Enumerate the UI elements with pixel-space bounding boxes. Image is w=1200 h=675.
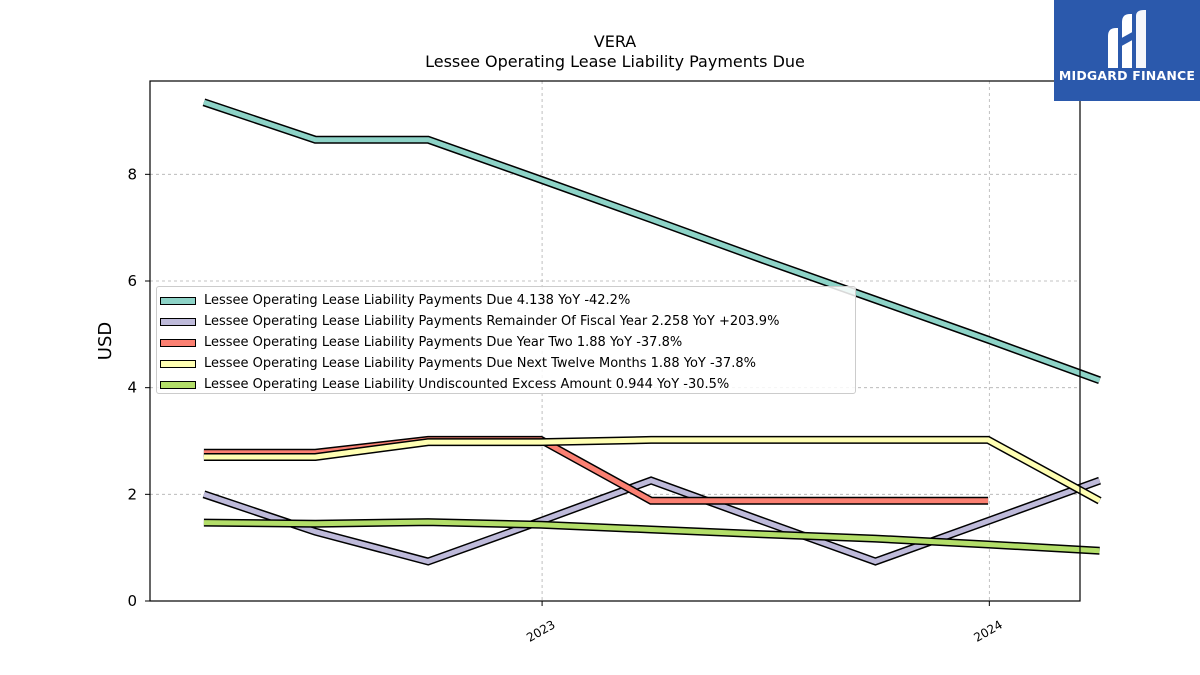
legend-swatch: [160, 317, 196, 326]
legend-label: Lessee Operating Lease Liability Payment…: [204, 356, 756, 371]
legend-swatch: [160, 359, 196, 368]
legend-item: Lessee Operating Lease Liability Undisco…: [160, 374, 855, 395]
legend-label: Lessee Operating Lease Liability Undisco…: [204, 377, 730, 392]
y-tick-label: 4: [127, 379, 137, 397]
series-line-3: [203, 435, 989, 505]
legend-item: Lessee Operating Lease Liability Payment…: [160, 311, 855, 332]
series-line-5: [203, 518, 1100, 555]
y-tick-label: 6: [127, 272, 137, 290]
legend-swatch: [160, 296, 196, 305]
y-tick-label: 0: [127, 592, 137, 610]
y-axis-label: USD: [95, 322, 116, 360]
legend-item: Lessee Operating Lease Liability Payment…: [160, 332, 855, 353]
x-tick-label: 2024: [971, 617, 1004, 644]
x-tick-label: 2023: [524, 617, 557, 644]
brand-name: MIDGARD FINANCE: [1058, 68, 1196, 83]
legend-item: Lessee Operating Lease Liability Payment…: [160, 353, 855, 374]
chart-legend: Lessee Operating Lease Liability Payment…: [156, 286, 856, 394]
legend-swatch: [160, 338, 196, 347]
legend-item: Lessee Operating Lease Liability Payment…: [160, 290, 855, 311]
axes: 0 2 4 6 8 2023 2024: [127, 165, 1004, 645]
legend-label: Lessee Operating Lease Liability Payment…: [204, 314, 780, 329]
y-tick-label: 8: [127, 165, 137, 183]
brand-mark-icon: [1108, 10, 1146, 68]
legend-label: Lessee Operating Lease Liability Payment…: [204, 293, 631, 308]
plot-frame: [149, 80, 1081, 602]
chart-title-main: VERA: [593, 32, 637, 51]
legend-swatch: [160, 380, 196, 389]
series-line-2: [202, 476, 1101, 566]
series-line-4: [203, 435, 1102, 505]
brand-logo: MIDGARD FINANCE: [1054, 0, 1200, 101]
series-line-1: [202, 98, 1101, 385]
series-lines: [202, 98, 1102, 566]
chart-subtitle: Lessee Operating Lease Liability Payment…: [425, 52, 805, 71]
y-tick-label: 2: [127, 485, 137, 503]
chart-title: VERA Lessee Operating Lease Liability Pa…: [150, 32, 1080, 72]
legend-label: Lessee Operating Lease Liability Payment…: [204, 335, 683, 350]
